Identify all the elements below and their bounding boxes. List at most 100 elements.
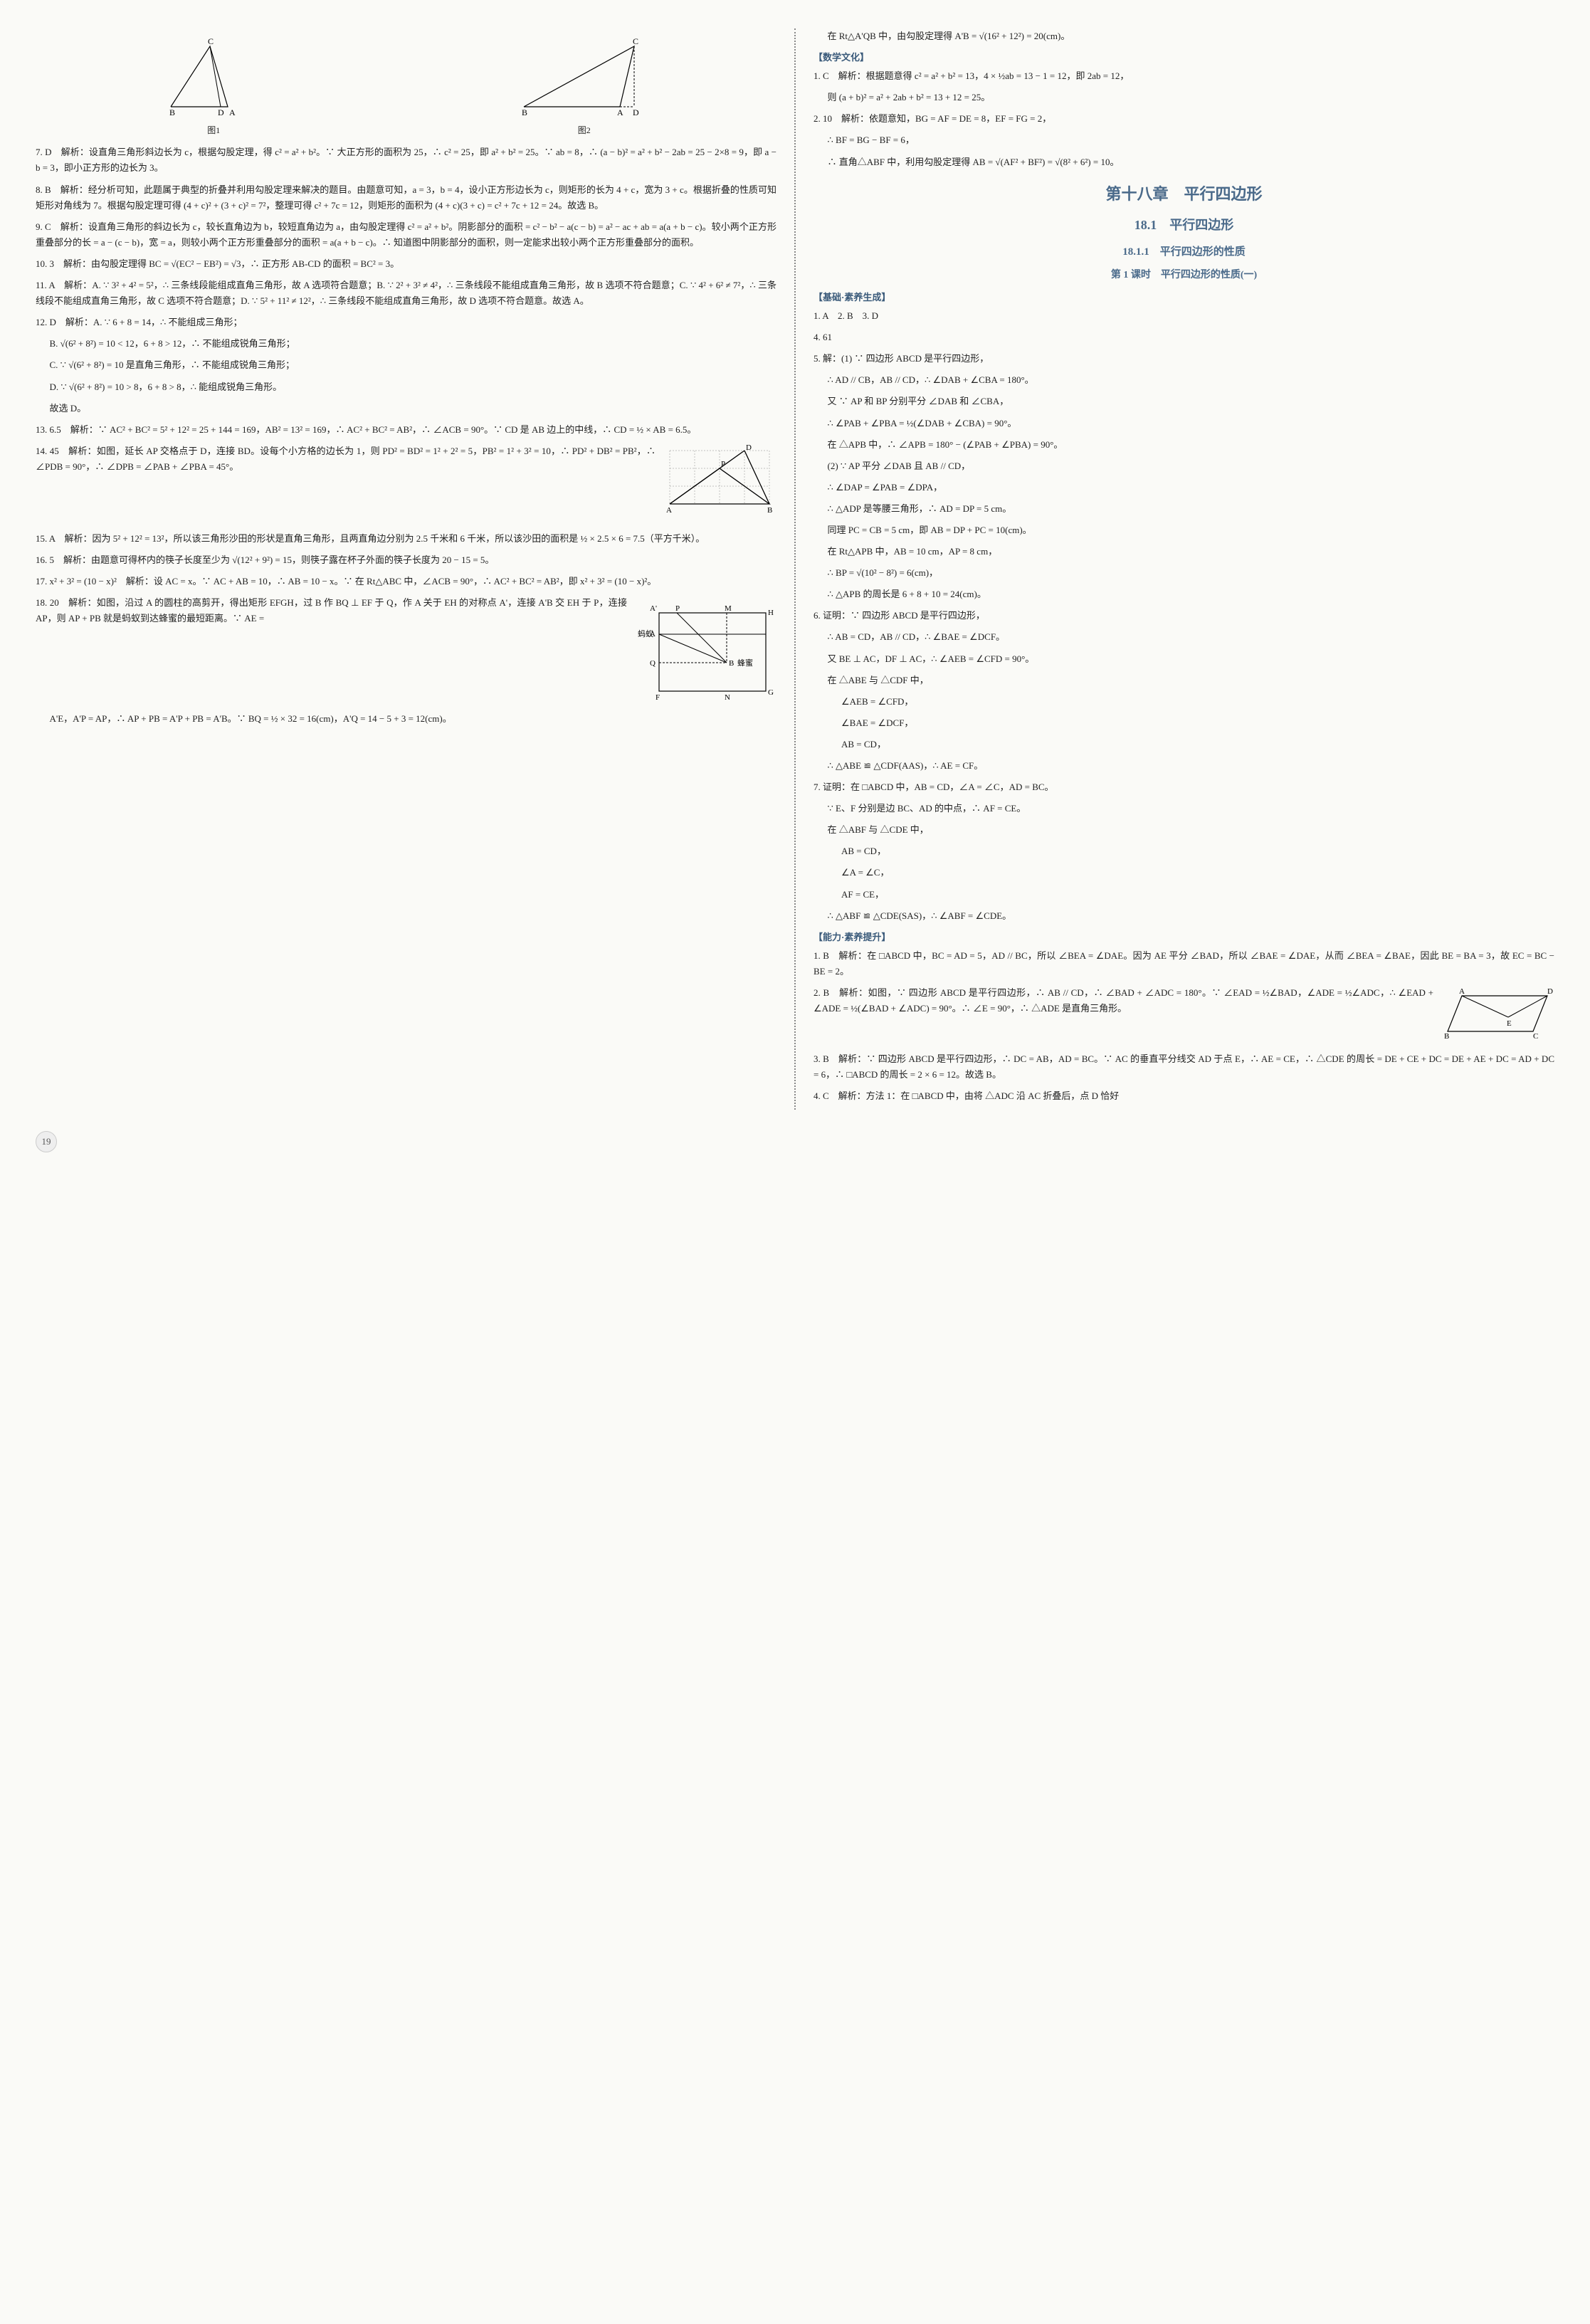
- svg-text:P: P: [675, 604, 680, 613]
- mc1: 1. C 解析：根据题意得 c² = a² + b² = 13，4 × ½ab …: [814, 68, 1554, 84]
- figure-1: B D A C 图1: [157, 36, 270, 137]
- svg-text:A: A: [650, 630, 656, 638]
- b5a: ∴ AD // CB，AB // CD，∴ ∠DAB + ∠CBA = 180°…: [814, 372, 1554, 388]
- subsection-title: 18.1.1 平行四边形的性质: [814, 243, 1554, 262]
- svg-text:H: H: [768, 609, 774, 617]
- b7f: ∴ △ABF ≌ △CDE(SAS)，∴ ∠ABF = ∠CDE。: [814, 908, 1554, 924]
- mc2b: ∴ BF = BG − BF = 6，: [814, 132, 1554, 148]
- b5j: ∴ BP = √(10² − 8²) = 6(cm)，: [814, 565, 1554, 581]
- b6c: 在 △ABE 与 △CDF 中，: [814, 673, 1554, 688]
- svg-text:N: N: [725, 693, 730, 702]
- chapter-title: 第十八章 平行四边形: [814, 181, 1554, 207]
- cylinder-unfold-svg: A' P M H Q B 蜂蜜 F N G 蚂蚁 A: [634, 595, 776, 702]
- mc2c: ∴ 直角△ABF 中，利用勾股定理得 AB = √(AF² + BF²) = √…: [814, 154, 1554, 170]
- fig2-label-D: D: [633, 107, 639, 117]
- b5e: (2) ∵ AP 平分 ∠DAB 且 AB // CD，: [814, 458, 1554, 474]
- svg-text:B: B: [767, 506, 772, 515]
- q12c: C. ∵ √(6² + 8²) = 10 是直角三角形，∴ 不能组成锐角三角形；: [36, 357, 776, 373]
- b6a: ∴ AB = CD，AB // CD，∴ ∠BAE = ∠DCF。: [814, 629, 1554, 645]
- q16: 16. 5 解析：由题意可得杯内的筷子长度至少为 √(12² + 9²) = 1…: [36, 552, 776, 568]
- b7a: ∵ E、F 分别是边 BC、AD 的中点，∴ AF = CE。: [814, 801, 1554, 816]
- fig2-label-B: B: [522, 107, 527, 117]
- mc2: 2. 10 解析：依题意知，BG = AF = DE = 8，EF = FG =…: [814, 111, 1554, 127]
- q12d: D. ∵ √(6² + 8²) = 10 > 8，6 + 8 > 8，∴ 能组成…: [36, 379, 776, 395]
- figure-2: B A D C 图2: [513, 36, 656, 137]
- fig2-label-A: A: [617, 107, 623, 117]
- q12b: B. √(6² + 8²) = 10 < 12，6 + 8 > 12，∴ 不能组…: [36, 336, 776, 352]
- q10: 10. 3 解析：由勾股定理得 BC = √(EC² − EB²) = √3，∴…: [36, 256, 776, 272]
- page-number: 19: [36, 1131, 57, 1152]
- b5k: ∴ △APB 的周长是 6 + 8 + 10 = 24(cm)。: [814, 587, 1554, 602]
- svg-text:A: A: [666, 506, 672, 515]
- svg-text:D: D: [1547, 987, 1553, 996]
- b6e: ∠BAE = ∠DCF，: [814, 715, 1554, 731]
- b4: 4. 61: [814, 330, 1554, 345]
- q14-text: 14. 45 解析：如图，延长 AP 交格点于 D，连接 BD。设每个小方格的边…: [36, 446, 656, 472]
- mc1b: 则 (a + b)² = a² + 2ab + b² = 13 + 12 = 2…: [814, 90, 1554, 105]
- q13: 13. 6.5 解析：∵ AC² + BC² = 5² + 12² = 25 +…: [36, 422, 776, 438]
- triangle-1-svg: B D A C: [157, 36, 270, 121]
- fig1-label-C: C: [208, 36, 214, 46]
- fig2-caption: 图2: [513, 123, 656, 137]
- left-column: B D A C 图1 B A D C 图2 7: [36, 28, 776, 1110]
- right-top1: 在 Rt△A'QB 中，由勾股定理得 A'B = √(16² + 12²) = …: [814, 28, 1554, 44]
- b7: 7. 证明：在 □ABCD 中，AB = CD，∠A = ∠C，AD = BC。: [814, 779, 1554, 795]
- b6b: 又 BE ⊥ AC，DF ⊥ AC，∴ ∠AEB = ∠CFD = 90°。: [814, 651, 1554, 667]
- section-title: 18.1 平行四边形: [814, 214, 1554, 236]
- svg-text:A': A': [650, 604, 657, 613]
- fig1-caption: 图1: [157, 123, 270, 137]
- b6d: ∠AEB = ∠CFD，: [814, 694, 1554, 710]
- q8: 8. B 解析：经分析可知，此题属于典型的折叠并利用勾股定理来解决的题目。由题意…: [36, 182, 776, 214]
- grid-svg-q14: A B P D: [663, 443, 776, 522]
- math-culture-heading: 【数学文化】: [814, 50, 1554, 65]
- a2-text: 2. B 解析：如图，∵ 四边形 ABCD 是平行四边形，∴ AB // CD，…: [814, 987, 1433, 1014]
- svg-text:G: G: [768, 688, 774, 697]
- q12e: 故选 D。: [36, 401, 776, 416]
- b5: 5. 解：(1) ∵ 四边形 ABCD 是平行四边形，: [814, 351, 1554, 367]
- q11: 11. A 解析：A. ∵ 3² + 4² = 5²，∴ 三条线段能组成直角三角…: [36, 278, 776, 309]
- svg-text:E: E: [1507, 1019, 1512, 1028]
- column-divider: [794, 28, 796, 1110]
- a3: 3. B 解析：∵ 四边形 ABCD 是平行四边形，∴ DC = AB，AD =…: [814, 1051, 1554, 1083]
- b6g: ∴ △ABE ≌ △CDF(AAS)，∴ AE = CF。: [814, 758, 1554, 774]
- b5c: ∴ ∠PAB + ∠PBA = ½(∠DAB + ∠CBA) = 90°。: [814, 416, 1554, 431]
- b5h: 同理 PC = CB = 5 cm，即 AB = DP + PC = 10(cm…: [814, 522, 1554, 538]
- basic-heading: 【基础·素养生成】: [814, 290, 1554, 305]
- fig1-label-A: A: [229, 107, 236, 117]
- a2-block: A D B C E 2. B 解析：如图，∵ 四边形 ABCD 是平行四边形，∴…: [814, 985, 1554, 1046]
- q18-figure: A' P M H Q B 蜂蜜 F N G 蚂蚁 A: [634, 595, 776, 702]
- b5b: 又 ∵ AP 和 BP 分别平分 ∠DAB 和 ∠CBA，: [814, 394, 1554, 409]
- svg-text:蜂蜜: 蜂蜜: [737, 658, 753, 668]
- b7c: AB = CD，: [814, 843, 1554, 859]
- b5d: 在 △APB 中，∴ ∠APB = 180° − (∠PAB + ∠PBA) =…: [814, 437, 1554, 453]
- q18-text: 18. 20 解析：如图，沿过 A 的圆柱的高剪开，得出矩形 EFGH，过 B …: [36, 597, 627, 624]
- svg-text:B: B: [729, 659, 734, 668]
- right-column: 在 Rt△A'QB 中，由勾股定理得 A'B = √(16² + 12²) = …: [814, 28, 1554, 1110]
- fig2-label-C: C: [633, 36, 638, 46]
- b1: 1. A 2. B 3. D: [814, 308, 1554, 324]
- fig1-label-D: D: [218, 107, 224, 117]
- q9: 9. C 解析：设直角三角形的斜边长为 c，较长直角边为 b，较短直角边为 a，…: [36, 219, 776, 251]
- svg-text:A: A: [1459, 987, 1465, 996]
- b6: 6. 证明：∵ 四边形 ABCD 是平行四边形，: [814, 608, 1554, 624]
- q17: 17. x² + 3² = (10 − x)² 解析：设 AC = x。∵ AC…: [36, 574, 776, 589]
- fig1-label-B: B: [169, 107, 175, 117]
- svg-text:Q: Q: [650, 659, 656, 668]
- svg-text:C: C: [1533, 1032, 1538, 1041]
- a2-figure: A D B C E: [1441, 985, 1554, 1042]
- q7: 7. D 解析：设直角三角形斜边长为 c，根据勾股定理，得 c² = a² + …: [36, 144, 776, 176]
- svg-text:D: D: [746, 443, 752, 452]
- q14-figure: A B P D: [663, 443, 776, 522]
- a1: 1. B 解析：在 □ABCD 中，BC = AD = 5，AD // BC，所…: [814, 948, 1554, 979]
- figure-row-triangles: B D A C 图1 B A D C 图2: [36, 36, 776, 137]
- svg-text:M: M: [725, 604, 732, 613]
- b7e: AF = CE，: [814, 887, 1554, 903]
- b5i: 在 Rt△APB 中，AB = 10 cm，AP = 8 cm，: [814, 544, 1554, 559]
- b7d: ∠A = ∠C，: [814, 865, 1554, 880]
- b5g: ∴ △ADP 是等腰三角形，∴ AD = DP = 5 cm。: [814, 501, 1554, 517]
- a4: 4. C 解析：方法 1：在 □ABCD 中，由将 △ADC 沿 AC 折叠后，…: [814, 1088, 1554, 1104]
- q12: 12. D 解析：A. ∵ 6 + 8 = 14，∴ 不能组成三角形；: [36, 315, 776, 330]
- q18-block: A' P M H Q B 蜂蜜 F N G 蚂蚁 A 18. 20 解析：如图，…: [36, 595, 776, 705]
- svg-text:F: F: [656, 693, 660, 702]
- b7b: 在 △ABF 与 △CDE 中，: [814, 822, 1554, 838]
